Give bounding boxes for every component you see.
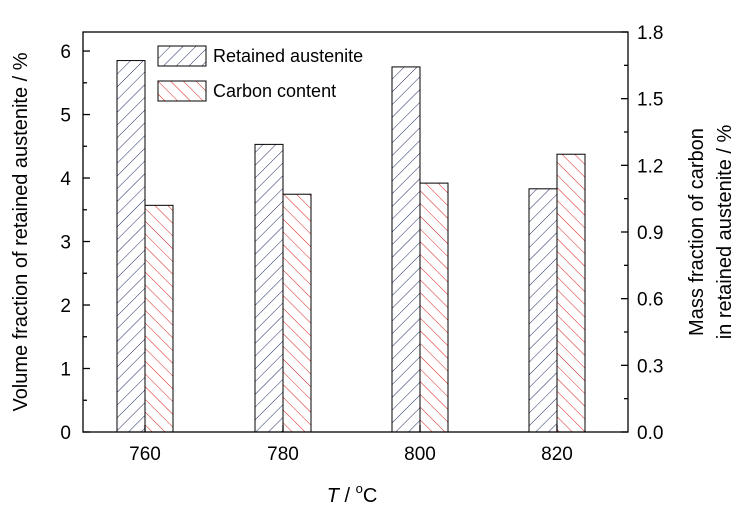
x-axis-title-degree: o xyxy=(356,481,363,496)
y-left-tick-label: 2 xyxy=(60,296,71,317)
legend-label-retained-austenite: Retained austenite xyxy=(213,46,363,66)
x-axis-title-sep: / xyxy=(339,485,356,507)
x-tick-label: 760 xyxy=(129,444,161,465)
x-tick-label: 800 xyxy=(404,444,436,465)
bar-carbon-content-820 xyxy=(556,153,586,433)
bar-carbon-content-780 xyxy=(282,193,312,433)
axis-ticks xyxy=(83,31,628,433)
x-tick-label: 780 xyxy=(267,444,299,465)
y-left-tick-label: 6 xyxy=(60,42,71,63)
y-left-tick-label: 5 xyxy=(60,106,71,127)
bar-carbon-content-760 xyxy=(144,204,174,433)
legend-swatch-retained-austenite xyxy=(157,45,207,67)
x-axis-title-italic: T xyxy=(327,485,341,507)
bar-retained-austenite-820 xyxy=(528,188,558,433)
bars-group xyxy=(116,60,586,433)
y-right-tick-label: 0.6 xyxy=(637,290,663,311)
y-left-tick-label: 0 xyxy=(60,423,71,444)
x-tick-label: 820 xyxy=(541,444,573,465)
y-axis-right-title-line1: Mass fraction of carbon xyxy=(686,128,708,336)
y-right-tick-label: 0.0 xyxy=(637,423,663,444)
y-axis-right-title-line2: in retained austenite / % xyxy=(714,125,736,340)
y-right-tick-label: 0.9 xyxy=(637,223,663,244)
y-right-tick-label: 0.3 xyxy=(637,356,663,377)
y-right-tick-label: 1.8 xyxy=(637,23,663,44)
y-right-tick-label: 1.2 xyxy=(637,156,663,177)
y-left-tick-label: 4 xyxy=(60,169,71,190)
x-axis-title: T / oC xyxy=(327,481,378,507)
bar-carbon-content-800 xyxy=(419,182,449,433)
y-axis-left-title: Volume fraction of retained austenite / … xyxy=(10,52,32,411)
legend-label-carbon-content: Carbon content xyxy=(213,81,336,101)
y-left-tick-label: 1 xyxy=(60,360,71,381)
y-left-tick-label: 3 xyxy=(60,233,71,254)
y-right-tick-label: 1.5 xyxy=(637,90,663,111)
legend-swatch-carbon-content xyxy=(157,80,207,102)
bar-retained-austenite-800 xyxy=(391,66,421,433)
tick-labels: 0 1 2 3 4 5 6 0.0 0.3 0.6 0.9 1.2 1.5 1.8 760 780 800 820 xyxy=(60,23,663,465)
x-axis-title-unit: C xyxy=(363,485,377,507)
bar-retained-austenite-780 xyxy=(254,143,284,433)
bar-retained-austenite-760 xyxy=(116,60,146,433)
legend: Retained austenite Carbon content xyxy=(157,45,363,102)
